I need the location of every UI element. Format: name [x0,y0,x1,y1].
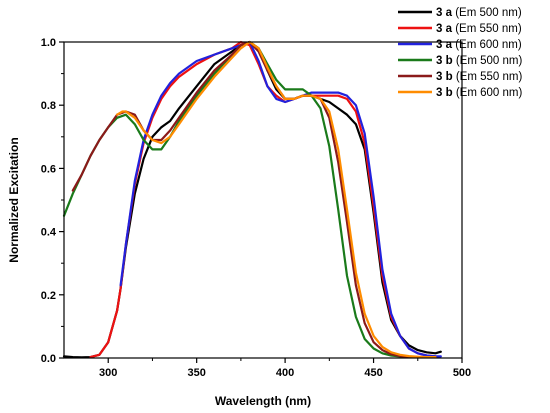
axis-ticks [59,41,463,363]
legend-entry: 3 b (Em 600 nm) [398,87,522,99]
legend-label: 3 b (Em 600 nm) [436,87,522,99]
legend-emission: (Em 550 nm) [453,71,523,83]
plot-lines [62,40,442,359]
legend-entry: 3 b (Em 500 nm) [398,55,522,67]
x-tick-label: 350 [187,367,205,379]
legend-label: 3 b (Em 550 nm) [436,71,522,83]
legend-entry: 3 a (Em 550 nm) [398,23,522,35]
legend-label: 3 a (Em 600 nm) [436,39,522,51]
plot-frame [63,41,463,359]
legend-compound: 3 a [436,23,453,35]
legend-emission: (Em 550 nm) [452,23,522,35]
legend-entry: 3 a (Em 600 nm) [398,39,522,51]
legend-compound: 3 a [436,7,453,19]
x-tick-label: 400 [276,367,294,379]
series-line-2 [89,40,437,359]
series-line-4 [62,40,437,359]
series-line-5 [71,40,437,359]
legend: 3 a (Em 500 nm)3 a (Em 550 nm)3 a (Em 60… [398,7,522,99]
x-axis-title: Wavelength (nm) [215,394,311,408]
y-tick-label: 0.6 [41,163,56,175]
legend-label: 3 b (Em 500 nm) [436,55,522,67]
x-tick-label: 450 [364,367,382,379]
legend-compound: 3 b [436,55,453,67]
y-tick-label: 0.2 [41,290,56,302]
legend-emission: (Em 600 nm) [452,39,522,51]
y-tick-label: 0.8 [41,100,56,112]
legend-label: 3 a (Em 550 nm) [436,23,522,35]
x-tick-label: 300 [99,367,117,379]
y-axis-title: Normalized Excitation [7,137,21,262]
series-line-1 [62,40,442,359]
x-tick-label: 500 [453,367,471,379]
legend-emission: (Em 500 nm) [453,55,523,67]
legend-emission: (Em 600 nm) [453,87,523,99]
y-tick-label: 1.0 [41,37,56,49]
legend-compound: 3 b [436,87,453,99]
legend-compound: 3 b [436,71,453,83]
legend-entry: 3 a (Em 500 nm) [398,7,522,19]
legend-compound: 3 a [436,39,453,51]
legend-label: 3 a (Em 500 nm) [436,7,522,19]
y-tick-label: 0.0 [41,353,56,365]
axis-tick-labels: 300 350 400 450 500 0.0 0.2 0.4 0.6 0.8 1.0 [41,37,471,379]
legend-entry: 3 b (Em 550 nm) [398,71,522,83]
legend-emission: (Em 500 nm) [452,7,522,19]
series-line-6 [116,40,437,359]
y-tick-label: 0.4 [41,227,57,239]
